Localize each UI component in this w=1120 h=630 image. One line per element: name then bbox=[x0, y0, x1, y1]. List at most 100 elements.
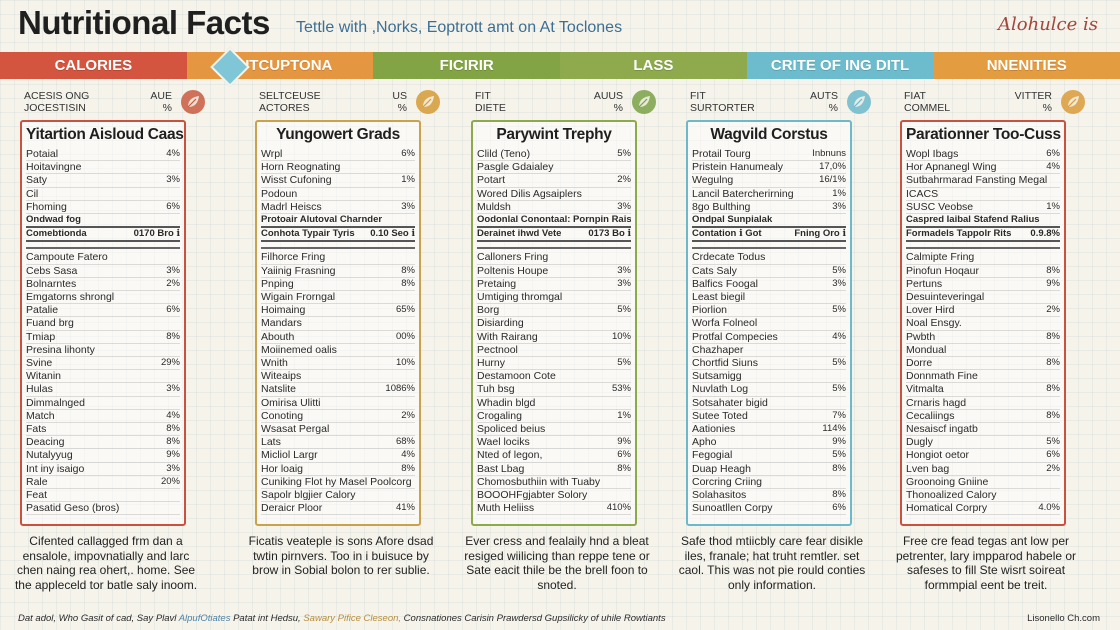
nutrient-value: 4% bbox=[401, 449, 415, 461]
nutrient-row: Protfal Compecies 4% bbox=[692, 331, 846, 344]
nutrient-value: 5% bbox=[832, 449, 846, 461]
nutrient-label: Hor loaig bbox=[261, 462, 304, 475]
nutrient-row: Nutalyyug 9% bbox=[26, 449, 180, 463]
nutrient-label: Thonoalized Calory bbox=[906, 489, 997, 502]
column-header-right: AUUS% bbox=[594, 90, 623, 114]
nutrient-row: Tmiap 8% bbox=[26, 331, 180, 344]
page-title: Nutritional Facts bbox=[18, 4, 270, 41]
nutrient-label: Least biegil bbox=[692, 291, 746, 304]
nutrient-value: 10% bbox=[611, 330, 631, 342]
nutrient-row: Lancil Batercherirning 1% bbox=[692, 188, 846, 201]
nutrient-value: 0.10 Seo ℹ bbox=[370, 228, 415, 240]
nutrient-row: Crogaling 1% bbox=[477, 410, 631, 424]
nutrient-label: Piorlion bbox=[692, 304, 728, 317]
nutrient-row: Rale 20% bbox=[26, 476, 180, 490]
nutrient-label: Aationies bbox=[692, 423, 736, 436]
nutrient-value: 3% bbox=[832, 277, 846, 289]
nutrient-value: 17,0% bbox=[819, 161, 846, 173]
nutrient-row: Wegulng 16/1% bbox=[692, 174, 846, 188]
nutrient-row: Pectnool bbox=[477, 344, 631, 358]
nutrient-label: Crdecate Todus bbox=[692, 251, 766, 264]
nutrient-row: Campoute Fatero bbox=[26, 251, 180, 265]
nutrient-label: Abouth bbox=[261, 330, 295, 343]
nutrient-row: Sutsamigg bbox=[692, 370, 846, 384]
nutrient-row: Tuh bsg 53% bbox=[477, 383, 631, 397]
nutrient-value: 0.9.8% bbox=[1030, 228, 1060, 240]
column-header-unit: % bbox=[613, 102, 623, 114]
nutrient-row: Wrpl 6% bbox=[261, 148, 415, 162]
nutrient-row: 8go Bulthing 3% bbox=[692, 200, 846, 215]
nutrient-label: Umtiging thromgal bbox=[477, 291, 563, 304]
nutrient-value: 8% bbox=[166, 423, 180, 435]
nutrient-row: Muldsh 3% bbox=[477, 201, 631, 215]
nutrient-label: Campoute Fatero bbox=[26, 251, 108, 264]
nutrient-row: Comebtionda 0170 Bro ℹ bbox=[26, 228, 180, 243]
nutrient-value: 6% bbox=[617, 449, 631, 461]
nutrient-value: 2% bbox=[1046, 462, 1060, 474]
nutrient-label: Potaial bbox=[26, 148, 59, 160]
nutrient-label: Witanin bbox=[26, 370, 62, 383]
nutrient-label: Desuinteveringal bbox=[906, 291, 985, 304]
nutrient-row: Poltenis Houpe 3% bbox=[477, 265, 631, 278]
nutrient-row: Oodonlal Conontaal: Pornpin Raiss bbox=[477, 214, 631, 229]
nutrient-label: Wael lociks bbox=[477, 436, 530, 449]
nutrient-label: Match bbox=[26, 409, 55, 422]
nutrient-value: 1086% bbox=[385, 383, 415, 395]
nutrient-label: Lancil Batercherirning bbox=[692, 187, 794, 200]
nutrient-row: Disiarding bbox=[477, 317, 631, 331]
nutrient-row: Wael lociks 9% bbox=[477, 436, 631, 450]
footer-link-2[interactable]: Sawary Pifice Cleseon, bbox=[303, 613, 402, 624]
nutrient-label: Balfics Foogal bbox=[692, 277, 758, 290]
nutrient-label: Chortfid Siuns bbox=[692, 357, 758, 370]
nutrient-row: Spoliced beius bbox=[477, 423, 631, 437]
leaf-icon bbox=[180, 89, 206, 115]
nutrient-value: 1% bbox=[832, 187, 846, 199]
nutrient-label: Chazhaper bbox=[692, 343, 744, 356]
nutrient-label: Micliol Largr bbox=[261, 449, 318, 462]
nutrient-label: Spoliced beius bbox=[477, 423, 546, 436]
nutrition-columns: ACESIS ONG JOCESTISIN AUE% Yitartion Aislou… bbox=[0, 88, 1120, 592]
nutrient-label: Noal Ensgy. bbox=[906, 317, 962, 330]
nutrient-label: Calloners Fring bbox=[477, 251, 549, 264]
nutrient-label: Dorre bbox=[906, 357, 933, 370]
banner-segment-label: LASS bbox=[633, 57, 674, 74]
nutrient-row: Svine 29% bbox=[26, 357, 180, 371]
nutrient-value: 5% bbox=[617, 304, 631, 316]
nutrient-value: 6% bbox=[1046, 449, 1060, 461]
nutrient-label: Clild (Teno) bbox=[477, 148, 531, 160]
nutrient-value: 6% bbox=[166, 200, 180, 212]
footer-site[interactable]: Lisonello Ch.com bbox=[1027, 613, 1100, 624]
nutrient-label: Tmiap bbox=[26, 330, 56, 343]
nutrient-value: 5% bbox=[617, 357, 631, 369]
nutrient-row: Patalie 6% bbox=[26, 304, 180, 318]
nutrient-row: Natslite 1086% bbox=[261, 383, 415, 397]
nutrient-value: 114% bbox=[822, 423, 846, 435]
nutrient-row: Conhota Typair Tyris 0.10 Seo ℹ bbox=[261, 228, 415, 243]
column-header: FIT DIETE AUUS% bbox=[471, 88, 659, 122]
column-header-text: ACESIS ONG bbox=[24, 90, 90, 102]
nutrient-label: Destamoon Cote bbox=[477, 370, 556, 383]
nutrient-row: Cebs Sasa 3% bbox=[26, 265, 180, 278]
nutrient-row: Corcring Criing bbox=[692, 476, 846, 490]
nutrient-value: 1% bbox=[401, 174, 415, 186]
nutrient-label: BOOOHFgjabter Solory bbox=[477, 489, 588, 502]
footer-text-1: Dat adol, Who Gasit of cad, Say Plavl bbox=[18, 613, 177, 624]
nutrient-row: Nuvlath Log 5% bbox=[692, 383, 846, 397]
column-header-unit: AUTS bbox=[809, 90, 838, 102]
leaf-icon bbox=[1060, 89, 1086, 115]
column-header-left: FIAT COMMEL bbox=[904, 90, 950, 114]
nutrient-label: Whadin blgd bbox=[477, 396, 536, 409]
nutrient-row: Wsasat Pergal bbox=[261, 423, 415, 437]
nutrient-label: Fegogial bbox=[692, 449, 733, 462]
nutrient-label: Podoun bbox=[261, 187, 298, 200]
nutrient-row: Wored Dilis Agsaiplers bbox=[477, 188, 631, 201]
footer-link-1[interactable]: AlpufOtiates bbox=[178, 613, 231, 624]
banner-segment: CRITE OF ING DITL bbox=[746, 52, 934, 79]
category-banner: CALORIES CUTCUPTONA FICIRIR LASS CRITE OF IN… bbox=[0, 52, 1120, 79]
nutrient-row: Witeaips bbox=[261, 370, 415, 384]
column-header-left: FIT DIETE bbox=[475, 90, 506, 114]
column-header: ACESIS ONG JOCESTISIN AUE% bbox=[20, 88, 208, 122]
nutrient-value: 5% bbox=[1046, 436, 1060, 448]
nutrient-value: 2% bbox=[401, 409, 415, 421]
nutrient-label: 8go Bulthing bbox=[692, 200, 751, 213]
